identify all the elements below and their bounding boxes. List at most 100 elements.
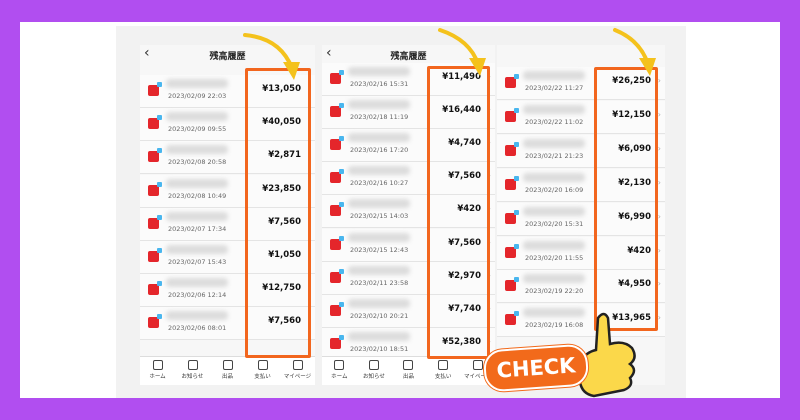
blurred-name <box>166 211 228 221</box>
blurred-name <box>523 206 585 216</box>
nav-item[interactable]: マイページ <box>460 357 495 385</box>
row-icon <box>148 281 162 296</box>
row-amount: ¥6,090 <box>618 143 651 154</box>
row-icon <box>505 243 519 258</box>
row-date: 2023/02/07 17:34 <box>168 224 227 233</box>
row-date: 2023/02/06 12:14 <box>168 291 227 300</box>
nav-item[interactable]: 支払い <box>426 357 461 385</box>
history-row[interactable]: 2023/02/07 15:43 ¥1,050 › <box>140 241 315 274</box>
blurred-name <box>348 67 410 76</box>
nav-item[interactable]: ホーム <box>322 357 357 385</box>
history-row[interactable]: 2023/02/22 11:27 ¥26,250 › <box>497 67 665 100</box>
row-amount: ¥7,560 <box>448 237 481 248</box>
nav-item[interactable]: 出品 <box>210 357 245 385</box>
nav-item[interactable]: お知らせ <box>175 357 210 385</box>
history-row[interactable]: 2023/02/20 15:31 ¥6,990 › <box>497 202 665 236</box>
row-icon <box>505 141 519 156</box>
history-row[interactable]: 2023/02/20 11:55 ¥420 › <box>497 236 665 270</box>
row-amount: ¥7,560 <box>268 316 301 327</box>
chevron: › <box>657 109 661 119</box>
row-amount: ¥6,990 <box>618 211 651 222</box>
row-icon <box>505 209 519 224</box>
row-date: 2023/02/18 11:19 <box>350 113 409 122</box>
row-date: 2023/02/20 11:55 <box>525 253 584 262</box>
nav-label: マイページ <box>463 374 492 380</box>
history-row[interactable]: 2023/02/20 16:09 ¥2,130 › <box>497 168 665 202</box>
row-date: 2023/02/20 16:09 <box>525 185 584 194</box>
history-row[interactable]: 2023/02/18 11:19 ¥16,440 › <box>322 96 495 130</box>
history-row[interactable]: 2023/02/11 23:58 ¥2,970 › <box>322 261 495 295</box>
chevron: › <box>657 279 661 289</box>
row-icon <box>505 311 519 326</box>
nav-icon <box>257 360 268 370</box>
row-amount: ¥11,490 <box>442 72 481 82</box>
history-row[interactable]: 2023/02/21 21:23 ¥6,090 › <box>497 134 665 168</box>
history-row[interactable]: 2023/02/15 14:03 ¥420 › <box>322 195 495 229</box>
row-icon <box>148 148 162 163</box>
nav-icon <box>368 360 379 370</box>
nav-icon <box>222 360 233 370</box>
nav-label: お知らせ <box>362 374 385 380</box>
hand <box>578 312 636 398</box>
nav-item[interactable]: 出品 <box>391 357 426 385</box>
row-date: 2023/02/16 17:20 <box>350 146 409 155</box>
history-row[interactable]: 2023/02/22 11:02 ¥12,150 › <box>497 100 665 134</box>
highlight-box <box>594 67 658 331</box>
history-row[interactable]: 2023/02/19 22:20 ¥4,950 › <box>497 270 665 304</box>
row-icon <box>505 107 519 122</box>
row-date: 2023/02/22 11:27 <box>525 84 584 92</box>
row-date: 2023/02/08 20:58 <box>168 158 227 167</box>
arrow-head <box>639 58 656 76</box>
blurred-name <box>523 71 585 80</box>
history-row[interactable]: 2023/02/08 20:58 ¥2,871 › <box>140 141 315 175</box>
blurred-name <box>348 199 410 209</box>
history-row[interactable]: 2023/02/09 22:03 ¥13,050 › <box>140 75 315 108</box>
row-amount: ¥4,740 <box>448 138 481 149</box>
blurred-name <box>348 265 410 275</box>
row-icon <box>148 314 162 329</box>
blurred-name <box>166 112 228 122</box>
chevron: › <box>657 143 661 153</box>
row-date: 2023/02/07 15:43 <box>168 258 227 266</box>
nav-item[interactable]: 支払い <box>245 357 280 385</box>
nav-item[interactable]: マイページ <box>280 357 315 385</box>
history-row[interactable]: 2023/02/10 18:51 ¥52,380 › <box>322 327 495 361</box>
nav-item[interactable]: お知らせ <box>357 357 392 385</box>
row-date: 2023/02/15 14:03 <box>350 212 409 221</box>
screen-title: 残高履歴 <box>390 52 427 62</box>
row-date: 2023/02/21 21:23 <box>525 151 584 160</box>
nav-label: ホーム <box>149 374 166 380</box>
nav-icon <box>334 360 345 370</box>
row-icon <box>330 268 344 283</box>
blurred-name <box>523 240 585 250</box>
row-date: 2023/02/22 11:02 <box>525 117 584 126</box>
row-icon <box>148 115 162 130</box>
row-amount: ¥26,250 <box>612 76 651 86</box>
history-row[interactable]: 2023/02/09 09:55 ¥40,050 › <box>140 108 315 142</box>
history-row[interactable]: 2023/02/16 17:20 ¥4,740 › <box>322 129 495 163</box>
back-button[interactable]: ‹ <box>144 45 150 61</box>
row-date: 2023/02/19 22:20 <box>525 287 584 296</box>
row-icon <box>330 70 344 84</box>
row-date: 2023/02/09 09:55 <box>168 125 227 134</box>
row-date: 2023/02/11 23:58 <box>350 278 409 287</box>
row-amount: ¥2,130 <box>618 177 651 188</box>
history-row[interactable]: 2023/02/07 17:34 ¥7,560 › <box>140 207 315 241</box>
row-amount: ¥420 <box>627 245 651 256</box>
nav-icon <box>187 360 198 370</box>
back-button[interactable]: ‹ <box>326 45 332 61</box>
history-row[interactable]: 2023/02/08 10:49 ¥23,850 › <box>140 174 315 208</box>
history-row[interactable]: 2023/02/15 12:43 ¥7,560 › <box>322 228 495 262</box>
row-icon <box>505 74 519 88</box>
history-row[interactable]: 2023/02/06 08:01 ¥7,560 › <box>140 307 315 341</box>
row-icon <box>148 181 162 196</box>
row-amount: ¥13,965 <box>612 313 651 324</box>
history-row[interactable]: 2023/02/16 10:27 ¥7,560 › <box>322 162 495 196</box>
nav-label: 出品 <box>402 374 414 380</box>
nav-item[interactable]: ホーム <box>140 357 175 385</box>
history-row[interactable]: 2023/02/19 16:08 ¥13,965 › <box>497 304 665 338</box>
blurred-name <box>523 308 585 318</box>
history-row[interactable]: 2023/02/10 20:21 ¥7,740 › <box>322 294 495 328</box>
blurred-name <box>166 278 228 288</box>
blurred-name <box>166 145 228 155</box>
